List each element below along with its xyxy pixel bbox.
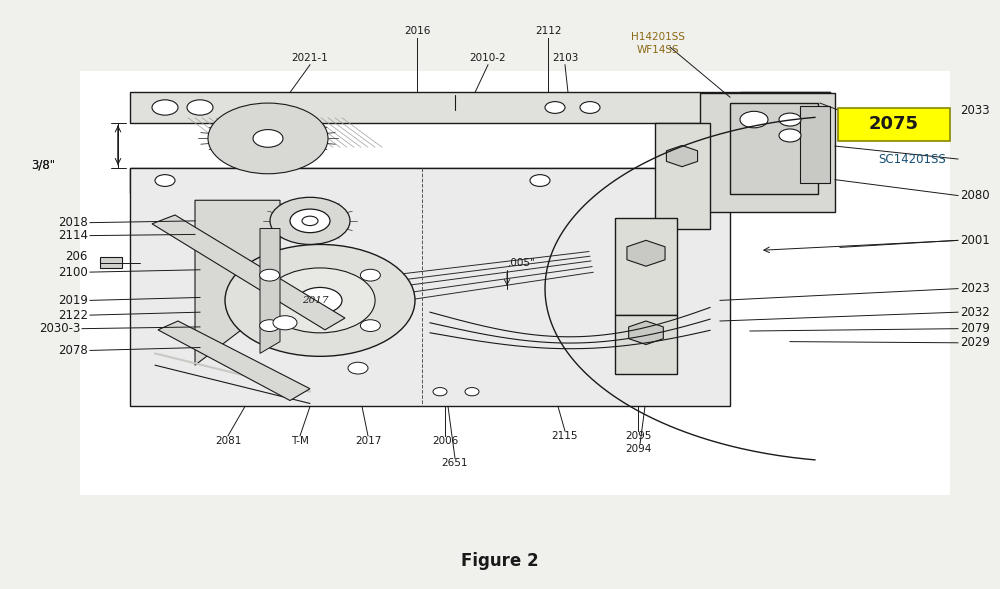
Text: 2078: 2078 bbox=[58, 344, 88, 357]
Text: 2017: 2017 bbox=[355, 436, 381, 445]
Text: 2029: 2029 bbox=[960, 336, 990, 349]
Bar bbox=[700, 93, 835, 212]
Text: 2001: 2001 bbox=[960, 234, 990, 247]
Circle shape bbox=[152, 100, 178, 115]
Circle shape bbox=[298, 287, 342, 313]
Circle shape bbox=[253, 130, 283, 147]
Circle shape bbox=[740, 111, 768, 128]
Text: 3/8": 3/8" bbox=[31, 158, 55, 171]
Text: 2079: 2079 bbox=[960, 322, 990, 335]
Text: 2100: 2100 bbox=[58, 266, 88, 279]
Bar bbox=[80, 71, 950, 495]
Circle shape bbox=[265, 268, 375, 333]
Text: 2081: 2081 bbox=[215, 436, 241, 445]
Text: 2080: 2080 bbox=[960, 189, 990, 202]
Polygon shape bbox=[152, 215, 345, 330]
Bar bbox=[730, 103, 818, 194]
FancyBboxPatch shape bbox=[838, 108, 950, 141]
Polygon shape bbox=[666, 145, 698, 167]
Bar bbox=[655, 123, 710, 229]
Text: 2023: 2023 bbox=[960, 282, 990, 295]
Circle shape bbox=[545, 101, 565, 113]
Polygon shape bbox=[260, 229, 280, 353]
Circle shape bbox=[273, 316, 297, 330]
Circle shape bbox=[779, 113, 801, 126]
Circle shape bbox=[302, 216, 318, 226]
Text: 2103: 2103 bbox=[552, 53, 578, 62]
Text: 2019: 2019 bbox=[58, 294, 88, 307]
Text: 206: 206 bbox=[66, 250, 88, 263]
Text: 2016: 2016 bbox=[404, 27, 430, 36]
Text: 2115: 2115 bbox=[552, 431, 578, 441]
Polygon shape bbox=[629, 321, 663, 345]
Text: 2075: 2075 bbox=[869, 115, 919, 133]
Circle shape bbox=[290, 209, 330, 233]
Text: 2010-2: 2010-2 bbox=[470, 53, 506, 62]
Bar bbox=[100, 257, 122, 268]
Text: .005": .005" bbox=[508, 259, 536, 268]
Text: 2112: 2112 bbox=[535, 27, 561, 36]
Polygon shape bbox=[627, 240, 665, 266]
Text: 2095: 2095 bbox=[625, 431, 651, 441]
Circle shape bbox=[260, 320, 280, 332]
Circle shape bbox=[348, 362, 368, 374]
Text: H14201SS: H14201SS bbox=[631, 32, 685, 42]
Circle shape bbox=[530, 175, 550, 186]
Text: SC14201SS: SC14201SS bbox=[878, 153, 946, 166]
Text: 2122: 2122 bbox=[58, 309, 88, 322]
Text: 2651: 2651 bbox=[442, 458, 468, 468]
Circle shape bbox=[465, 388, 479, 396]
Text: 2017: 2017 bbox=[302, 296, 328, 305]
Circle shape bbox=[360, 269, 380, 281]
Text: 2033: 2033 bbox=[960, 104, 990, 117]
Text: 2114: 2114 bbox=[58, 229, 88, 242]
Circle shape bbox=[433, 388, 447, 396]
Circle shape bbox=[225, 244, 415, 356]
Text: 2021-1: 2021-1 bbox=[292, 53, 328, 62]
Text: 3/8": 3/8" bbox=[31, 158, 55, 171]
Text: 2018: 2018 bbox=[58, 216, 88, 229]
Text: 2006: 2006 bbox=[432, 436, 458, 445]
Circle shape bbox=[270, 197, 350, 244]
Bar bbox=[130, 168, 730, 406]
Polygon shape bbox=[158, 321, 310, 401]
Circle shape bbox=[155, 175, 175, 186]
Text: T-M: T-M bbox=[291, 436, 309, 445]
Text: 2032: 2032 bbox=[960, 306, 990, 319]
Polygon shape bbox=[195, 200, 280, 365]
Bar bbox=[615, 315, 677, 374]
Circle shape bbox=[779, 129, 801, 142]
Bar bbox=[740, 92, 830, 123]
Bar bbox=[800, 106, 830, 183]
Text: 2030-3: 2030-3 bbox=[39, 322, 80, 335]
Bar bbox=[130, 92, 830, 123]
Circle shape bbox=[580, 101, 600, 113]
Bar bbox=[130, 168, 780, 193]
Bar bbox=[615, 218, 677, 315]
Circle shape bbox=[187, 100, 213, 115]
Text: 2094: 2094 bbox=[625, 444, 651, 454]
Text: WF14SS: WF14SS bbox=[637, 45, 679, 55]
Circle shape bbox=[208, 103, 328, 174]
Text: Figure 2: Figure 2 bbox=[461, 552, 539, 570]
Circle shape bbox=[260, 269, 280, 281]
Circle shape bbox=[360, 320, 380, 332]
